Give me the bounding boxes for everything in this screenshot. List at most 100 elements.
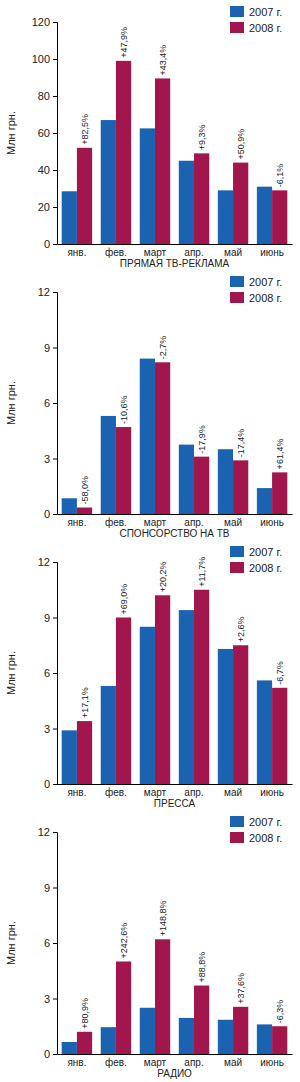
- x-tick: фев.: [105, 784, 127, 798]
- x-tick-label: июнь: [260, 787, 284, 798]
- x-axis-line: [58, 784, 293, 785]
- y-tick: 3: [44, 993, 57, 1005]
- y-axis-line: [53, 563, 58, 785]
- x-tick: июнь: [260, 514, 284, 528]
- bar: [194, 590, 209, 784]
- y-axis-title: Млн грн.: [5, 381, 17, 425]
- annotation: -10,6%: [119, 396, 129, 425]
- legend-swatch: [230, 292, 244, 303]
- legend-swatch: [230, 276, 244, 287]
- bar: [194, 457, 209, 514]
- y-tick-mark: [53, 170, 57, 171]
- x-tick: янв.: [67, 514, 86, 528]
- annotation: +88,8%: [197, 952, 207, 983]
- x-tick-label: фев.: [105, 787, 127, 798]
- bar: [140, 627, 155, 784]
- bar: [218, 1020, 233, 1054]
- y-axis: 036912: [38, 286, 58, 520]
- x-tick: май: [224, 514, 242, 528]
- x-tick: май: [224, 244, 242, 258]
- y-tick: 0: [44, 1048, 57, 1060]
- bar: [179, 445, 194, 514]
- y-tick-mark: [53, 459, 57, 460]
- y-tick: 0: [44, 508, 57, 520]
- bar: [77, 148, 92, 244]
- annotation: +148,8%: [158, 901, 168, 937]
- legend-swatch: [230, 6, 244, 17]
- bar: [116, 427, 131, 514]
- annotation: +80,9%: [80, 998, 90, 1029]
- bar: [179, 161, 194, 244]
- legend-label: 2008 г.: [249, 562, 282, 574]
- annotation: -58,0%: [80, 476, 90, 505]
- chart-title: ПРЯМАЯ ТВ-РЕКЛАМА: [120, 258, 230, 269]
- y-tick-label: 9: [44, 612, 50, 624]
- x-tick-label: апр.: [184, 247, 203, 258]
- bar: [62, 191, 77, 244]
- y-tick: 3: [44, 453, 57, 465]
- x-tick: апр.: [184, 244, 203, 258]
- y-tick-label: 9: [44, 342, 50, 354]
- y-tick-label: 60: [38, 127, 50, 139]
- legend-label: 2008 г.: [249, 22, 282, 34]
- y-tick-mark: [53, 292, 57, 293]
- y-tick-mark: [53, 784, 57, 785]
- y-axis-title: Млн грн.: [5, 921, 17, 965]
- bar: [101, 1027, 116, 1054]
- annotation: +69,0%: [119, 584, 129, 615]
- y-tick: 0: [44, 778, 57, 790]
- x-tick-label: март: [144, 787, 167, 798]
- chart-title: ПРЕССА: [154, 798, 196, 809]
- x-tick-label: янв.: [67, 1057, 86, 1068]
- chart-title: СПОНСОРСТВО НА ТВ: [119, 528, 229, 539]
- bar: [77, 508, 92, 514]
- y-tick-label: 20: [38, 201, 50, 213]
- y-tick: 80: [38, 90, 57, 102]
- y-tick-mark: [53, 1054, 57, 1055]
- legend-label: 2007 г.: [249, 816, 282, 828]
- x-axis-line: [58, 514, 293, 515]
- bar: [179, 1018, 194, 1054]
- annotation: +11,7%: [197, 557, 207, 587]
- y-tick-label: 100: [32, 53, 50, 65]
- annotation: +9,3%: [197, 125, 207, 151]
- x-tick-label: июнь: [260, 247, 284, 258]
- y-tick-mark: [53, 562, 57, 563]
- x-tick: янв.: [67, 784, 86, 798]
- x-tick-label: май: [224, 247, 242, 258]
- y-tick-label: 6: [44, 397, 50, 409]
- x-tick: июнь: [260, 784, 284, 798]
- bar: [101, 416, 116, 514]
- x-tick: апр.: [184, 1054, 203, 1068]
- x-tick: янв.: [67, 244, 86, 258]
- bar: [140, 359, 155, 514]
- bar: [257, 1024, 272, 1054]
- bar: [179, 610, 194, 784]
- y-tick: 3: [44, 723, 57, 735]
- panel: 036912янв.фев.мартапр.майиюньСПОНСОРСТВО…: [5, 276, 293, 539]
- legend: 2007 г.2008 г.: [230, 6, 282, 34]
- y-tick-mark: [53, 888, 57, 889]
- annotation: +47,9%: [119, 27, 129, 58]
- x-tick-label: март: [144, 1057, 167, 1068]
- bar: [62, 730, 77, 784]
- y-tick-mark: [53, 96, 57, 97]
- bar: [233, 645, 248, 784]
- x-tick-label: фев.: [105, 247, 127, 258]
- x-axis: янв.фев.мартапр.майиюнь: [58, 514, 293, 528]
- y-tick: 12: [38, 826, 57, 838]
- x-tick-label: май: [224, 1057, 242, 1068]
- annotations: +82,5%+47,9%+43,4%+9,3%+50,9%-6,1%: [80, 27, 285, 187]
- bar: [101, 686, 116, 784]
- bars: [62, 359, 288, 514]
- x-tick: июнь: [260, 1054, 284, 1068]
- y-tick: 9: [44, 342, 57, 354]
- x-tick-label: фев.: [105, 1057, 127, 1068]
- legend-label: 2008 г.: [249, 292, 282, 304]
- bar: [233, 1007, 248, 1054]
- bar: [155, 595, 170, 784]
- annotation: -6,3%: [275, 1000, 285, 1024]
- x-tick-label: май: [224, 787, 242, 798]
- y-tick-label: 120: [32, 16, 50, 28]
- y-tick-mark: [53, 729, 57, 730]
